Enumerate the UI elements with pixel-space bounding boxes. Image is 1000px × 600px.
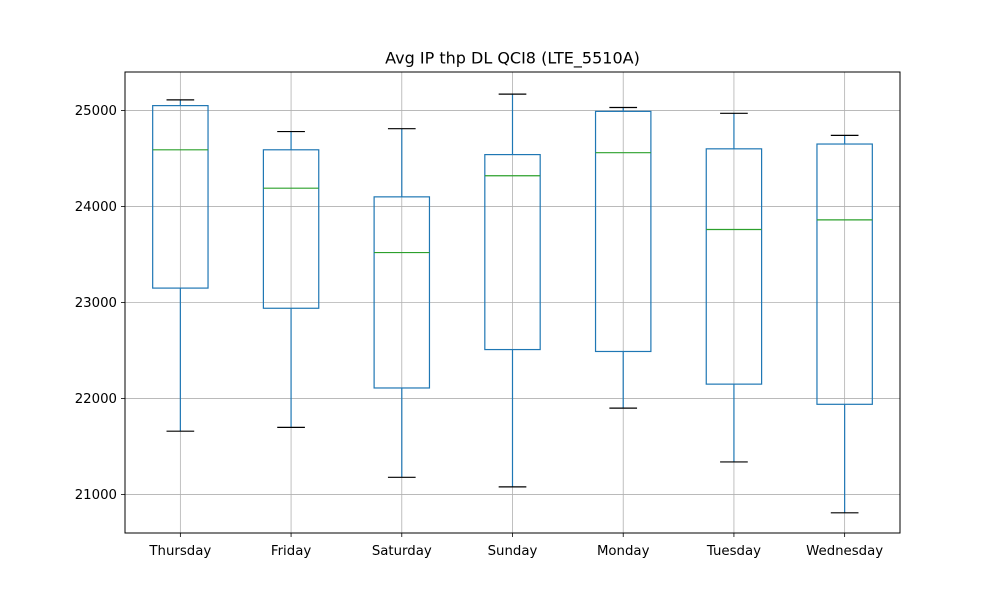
x-tick-label: Friday xyxy=(271,544,311,559)
interquartile-box xyxy=(816,143,873,405)
x-tick-label: Monday xyxy=(597,544,650,559)
box-layer xyxy=(152,93,873,514)
interquartile-box xyxy=(152,105,209,289)
interquartile-box xyxy=(705,148,763,385)
interquartile-box xyxy=(373,196,431,389)
x-tick-label: Saturday xyxy=(372,544,432,559)
box-friday xyxy=(262,130,320,428)
y-tick-label: 25000 xyxy=(75,104,117,119)
tick-layer: 21000 22000 23000 24000 25000 Thursday Friday S… xyxy=(75,104,884,559)
interquartile-box xyxy=(484,153,541,351)
chart-title: Avg IP thp DL QCI8 (LTE_5510A) xyxy=(385,49,640,69)
box-monday xyxy=(594,106,652,409)
box-thursday xyxy=(152,99,209,432)
box-wednesday xyxy=(816,134,873,514)
box-sunday xyxy=(484,93,541,488)
x-tick-label: Sunday xyxy=(488,544,538,559)
y-tick-label: 22000 xyxy=(75,392,117,407)
interquartile-box xyxy=(262,149,320,309)
y-tick-label: 24000 xyxy=(75,200,117,215)
box-saturday xyxy=(373,128,431,478)
x-tick-label: Tuesday xyxy=(706,544,761,559)
interquartile-box xyxy=(594,110,652,353)
y-tick-label: 21000 xyxy=(75,488,117,503)
x-tick-label: Thursday xyxy=(148,544,211,559)
x-tick-label: Wednesday xyxy=(806,544,883,559)
box-tuesday xyxy=(705,112,763,463)
y-tick-label: 23000 xyxy=(75,296,117,311)
